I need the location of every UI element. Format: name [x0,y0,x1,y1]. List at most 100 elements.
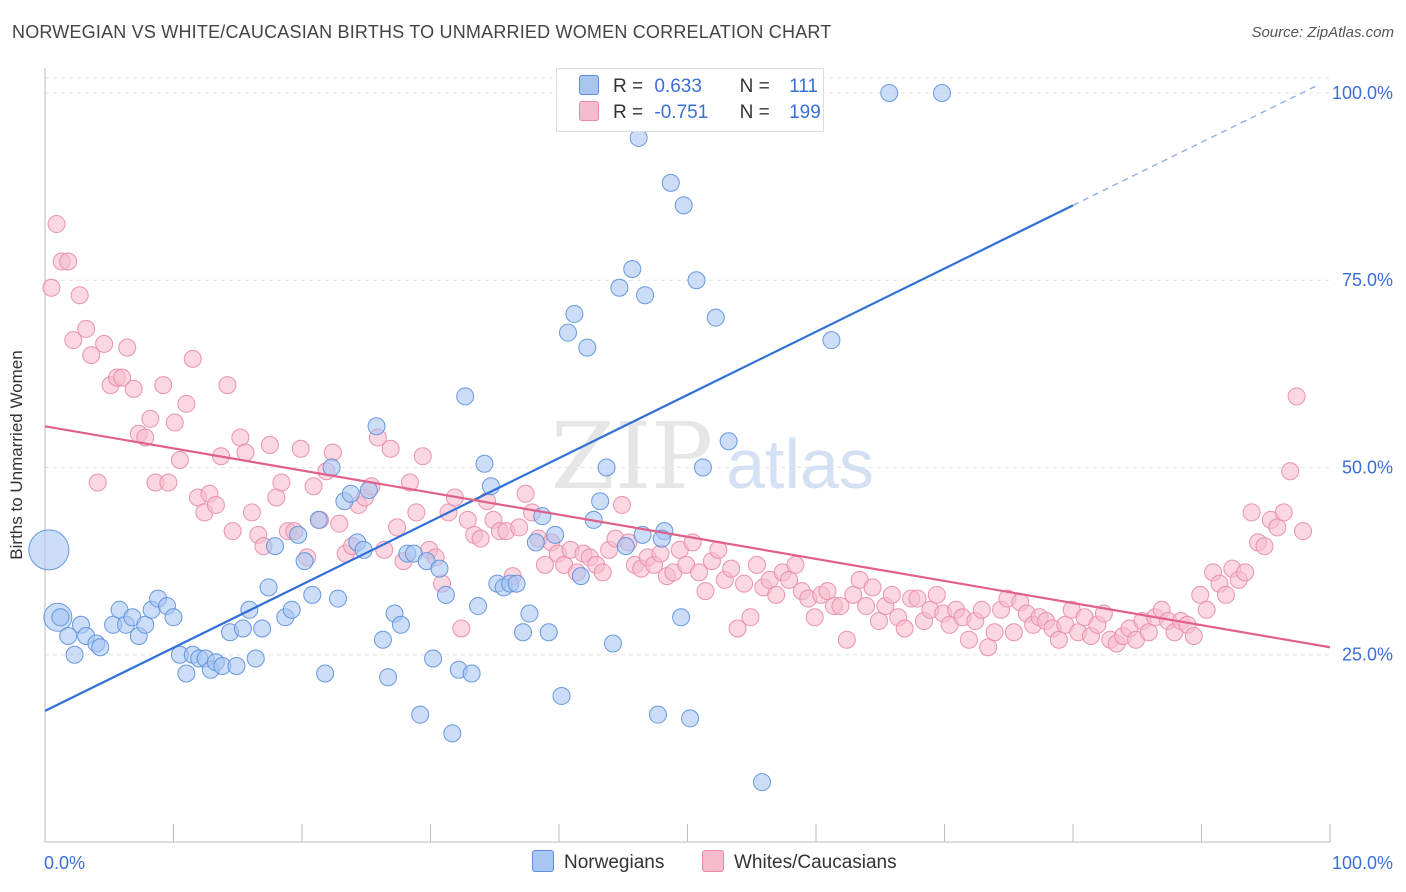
data-point [651,544,670,563]
data-point [1294,522,1313,541]
legend-item-norwegians[interactable]: Norwegians [532,850,664,876]
data-point [636,286,655,305]
data-point [672,608,691,627]
data-point [722,559,741,578]
data-point [124,379,143,398]
x-tick-label: 100.0% [1332,853,1393,873]
data-point [805,608,824,627]
data-point [616,537,635,556]
data-point [597,458,616,477]
data-point [565,304,584,323]
data-point [1281,462,1300,481]
data-point [932,83,951,102]
data-point [687,271,706,290]
data-point [681,709,700,728]
data-point [648,705,667,724]
pink-swatch [702,850,724,872]
data-point [206,495,225,514]
data-point [246,649,265,668]
data-point [177,394,196,413]
data-point [236,443,255,462]
data-point [183,349,202,368]
data-point [959,630,978,649]
data-point [170,451,189,469]
y-tick-label: 25.0% [1342,645,1393,665]
data-point [895,619,914,638]
data-point [558,323,577,342]
y-tick-label: 75.0% [1342,270,1393,290]
data-point [972,600,991,619]
data-point [1255,537,1274,556]
data-point [424,649,443,668]
data-point [728,619,747,638]
data-point [316,664,335,683]
stats-legend-row-whites: R = -0.751 N = 199 [579,100,821,126]
data-point [289,525,308,544]
data-point [59,627,78,646]
data-point [367,417,386,436]
data-point [456,387,475,406]
data-point [303,585,322,604]
data-point [880,83,899,102]
data-point [136,615,155,634]
watermark-zip: ZIP [551,403,713,510]
norwegians-trend-line [44,204,1074,712]
data-point [413,447,432,466]
data-point [91,638,110,657]
data-point [388,518,407,537]
data-point [118,338,137,357]
r-value: 0.633 [654,76,702,97]
data-point [661,173,680,192]
data-point [822,331,841,350]
source-label: Source: ZipAtlas.com [1251,24,1394,41]
data-point [475,454,494,473]
data-point [407,503,426,522]
data-point [462,664,481,683]
data-point [693,458,712,477]
data-point [747,555,766,574]
norwegians-trend-extension [1072,84,1318,206]
data-point [844,585,863,604]
data-point [1139,623,1158,642]
data-point [28,529,70,571]
stats-legend-row-norwegians: R = 0.633 N = 111 [579,74,818,100]
data-point [780,570,799,589]
data-point [113,368,132,387]
data-point [514,623,533,642]
axes [44,68,1331,843]
data-point [260,436,279,455]
data-point [154,376,173,395]
legend-item-whites[interactable]: Whites/Caucasians [702,850,897,876]
data-point [1287,387,1306,406]
data-point [381,439,400,458]
data-point [1184,627,1203,646]
data-point [831,597,850,616]
r-value: -0.751 [654,102,709,123]
data-point [1236,563,1255,582]
data-point [304,477,323,496]
data-point [295,552,314,571]
y-axis-label: Births to Unmarried Women [7,350,26,560]
data-point [927,585,946,604]
data-point [516,484,535,503]
data-point [985,623,1004,642]
data-point [59,252,78,271]
data-point [458,510,477,529]
data-point [430,559,449,578]
data-point [979,638,998,657]
data-point [578,338,597,357]
data-point [908,589,927,608]
data-point [309,510,328,529]
data-point [272,473,291,492]
x-tick-label: 0.0% [44,853,85,873]
data-point [1004,623,1023,642]
whites-trend-line [44,425,1331,649]
data-point [593,563,612,582]
data-point [452,619,471,638]
data-point [82,346,101,365]
data-point [603,634,622,653]
data-point [753,773,772,792]
data-point [159,473,178,492]
data-point [591,492,610,511]
